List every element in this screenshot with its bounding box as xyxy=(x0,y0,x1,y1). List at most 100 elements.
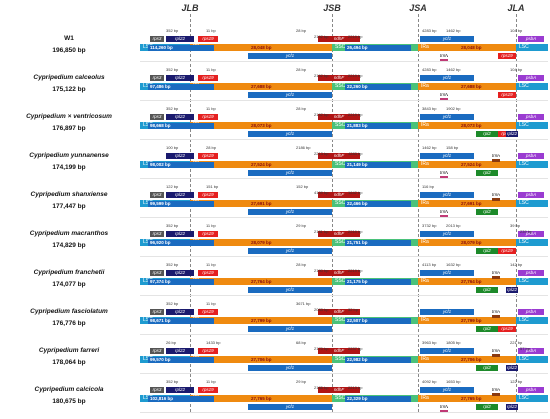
ycf1-gene: ycf1 xyxy=(248,131,332,137)
row-separator xyxy=(140,373,548,374)
trnh-gene: trnH xyxy=(492,387,500,396)
bp-annotation: 3963 bp xyxy=(422,340,437,345)
bp-annotation: 11 bp xyxy=(206,106,216,111)
rps19-gene: rps19 xyxy=(498,53,516,59)
bp-annotation: 352 bp xyxy=(166,301,179,306)
region-lsc-bar: LSC xyxy=(516,278,548,285)
region-lsc-length: 114,260 bp xyxy=(148,44,214,51)
region-ira-length: 27,799 bp xyxy=(461,317,482,323)
bp-annotation: 2219 bp xyxy=(348,229,363,234)
genome-size: 176,897 bp xyxy=(52,125,86,132)
region-ira-length: 27,765 bp xyxy=(461,395,482,401)
bp-annotation: 2170 bp xyxy=(314,346,329,351)
ndhf-gene: ndhF xyxy=(318,309,360,315)
rps19-gene: rps19 xyxy=(198,387,218,393)
rps3-gene: rps3 xyxy=(150,75,164,81)
species-name: Cypripedium fasciolatum xyxy=(30,308,108,315)
region-ira-length: 27,524 bp xyxy=(461,161,482,167)
junction-label-jla: JLA xyxy=(507,3,525,13)
trnn-gene: trnN xyxy=(440,53,448,62)
bp-annotation: 28 bp xyxy=(206,145,217,150)
psba-gene: psbA xyxy=(518,153,544,159)
trnn-gene: trnN xyxy=(440,92,448,101)
bp-annotation: 2219 bp xyxy=(348,34,363,39)
psba-gene: psbA xyxy=(518,114,544,120)
rps3-gene: rps3 xyxy=(150,231,164,237)
bp-annotation: 2219 bp xyxy=(348,73,363,78)
species-name: Cypripedium calceolus xyxy=(33,74,105,81)
rps19-gene: rps19 xyxy=(198,36,218,42)
junction-line xyxy=(190,14,191,412)
bp-annotation: 2083 bp xyxy=(314,307,329,312)
ycf1-gene: ycf1 xyxy=(248,287,332,293)
region-lsc-bar: LSC xyxy=(516,83,548,90)
ycf1-gene: ycf1 xyxy=(420,387,474,393)
region-ssc-length: 21,149 bp xyxy=(345,161,411,168)
rps3-gene: rps3 xyxy=(150,192,164,198)
region-ira-length: 27,691 bp xyxy=(461,200,482,206)
ycf1-gene: ycf1 xyxy=(420,192,474,198)
psba-gene: psbA xyxy=(518,270,544,276)
bp-annotation: 2219 bp xyxy=(348,112,363,117)
genome-size: 178,064 bp xyxy=(52,359,86,366)
psba-gene: psbA xyxy=(518,75,544,81)
rpl2-gene: rpl2 xyxy=(476,287,498,293)
rps19-gene: rps19 xyxy=(198,114,218,120)
bp-annotation: 1462 bp xyxy=(446,67,461,72)
region-ira-length: 28,048 bp xyxy=(461,44,482,50)
bp-annotation: 352 bp xyxy=(166,106,179,111)
region-lsc-bar: LSC xyxy=(516,122,548,129)
bp-annotation: 4113 bp xyxy=(422,262,437,267)
bp-annotation: 2192 bp xyxy=(314,73,329,78)
bp-annotation: 2213 bp xyxy=(348,385,363,390)
rpl22-gene: rpl22 xyxy=(166,153,194,159)
bp-annotation: 4109 bp xyxy=(314,190,329,195)
region-ssc-length: 22,466 bp xyxy=(345,200,411,207)
bp-annotation: 352 bp xyxy=(166,262,179,267)
trnh-gene: trnH xyxy=(492,348,500,357)
row-separator xyxy=(140,412,548,413)
region-irb-length: 28,073 bp xyxy=(251,122,272,128)
region-ssc-length: 21,751 bp xyxy=(345,239,411,246)
species-name: Cypripedium calcicola xyxy=(34,386,104,393)
bp-annotation: 29 bp xyxy=(296,223,307,228)
trnh-gene: trnH xyxy=(492,153,500,162)
region-lsc-length: 98,668 bp xyxy=(148,122,214,129)
bp-annotation: 3671 bp xyxy=(296,301,311,306)
trnh-gene: trnH xyxy=(492,270,500,279)
row-separator xyxy=(140,256,548,257)
ycf1-gene: ycf1 xyxy=(420,270,474,276)
region-irb-length: 28,048 bp xyxy=(251,44,272,50)
trnn-gene: trnN xyxy=(440,170,448,179)
region-ssc-length: 22,329 bp xyxy=(345,395,411,402)
row-separator xyxy=(140,61,548,62)
region-lsc-bar: LSC xyxy=(516,161,548,168)
bp-annotation: 11 bp xyxy=(206,28,216,33)
bp-annotation: 221 bp xyxy=(510,340,523,345)
region-ssc-length: 26,494 bp xyxy=(345,44,411,51)
ndhf-gene: ndhF xyxy=(318,153,360,159)
bp-annotation: 1632 bp xyxy=(446,262,461,267)
region-lsc-length: 99,570 bp xyxy=(148,356,214,363)
bp-annotation: 2192 bp xyxy=(314,34,329,39)
row-separator xyxy=(140,295,548,296)
rpl2-gene: rpl2 xyxy=(476,131,498,137)
ycf1-gene: ycf1 xyxy=(420,36,474,42)
rps3-gene: rps3 xyxy=(150,36,164,42)
bp-annotation: 352 bp xyxy=(166,67,179,72)
row-separator xyxy=(140,178,548,179)
junction-line xyxy=(332,14,333,412)
region-lsc-bar: LSC xyxy=(516,395,548,402)
rpl22-gene: rpl22 xyxy=(166,270,194,276)
ndhf-gene: ndhF xyxy=(318,114,360,120)
species-name: Cypripedium shanxiense xyxy=(30,191,108,198)
ycf1-gene: ycf1 xyxy=(248,53,332,59)
region-lsc-bar: LSC xyxy=(516,200,548,207)
region-ira-bar: IRa xyxy=(418,356,516,363)
region-ira-bar: IRa xyxy=(418,161,516,168)
bp-annotation: 3843 bp xyxy=(422,106,437,111)
bp-annotation: 2013 bp xyxy=(446,223,461,228)
ndhf-gene: ndhF xyxy=(318,270,360,276)
region-ira-bar: IRa xyxy=(418,200,516,207)
psba-gene: psbA xyxy=(518,231,544,237)
